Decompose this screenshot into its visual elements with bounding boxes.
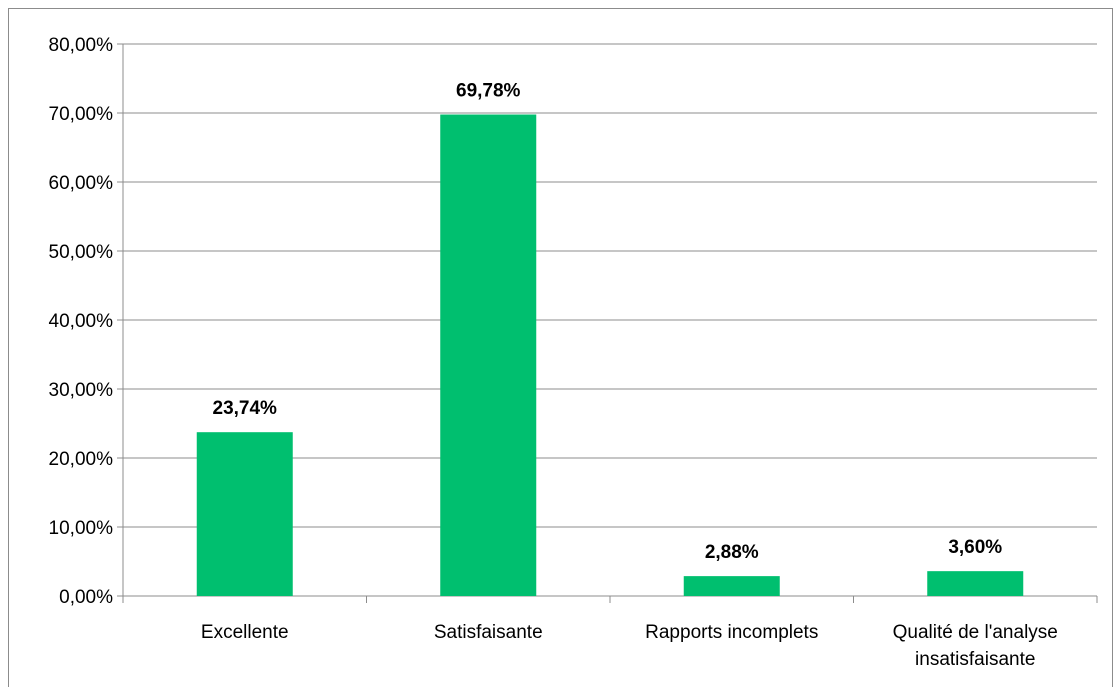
x-category-label: insatisfaisante <box>915 649 1035 670</box>
y-tick-label: 80,00% <box>49 35 114 56</box>
bar-1 <box>196 432 293 596</box>
y-tick-label: 10,00% <box>49 518 114 539</box>
x-category-label: Satisfaisante <box>434 622 543 643</box>
data-label: 69,78% <box>456 81 521 102</box>
y-tick-label: 20,00% <box>49 449 114 470</box>
y-tick-label: 70,00% <box>49 104 114 125</box>
data-label: 3,60% <box>948 537 1002 558</box>
y-tick-label: 30,00% <box>49 380 114 401</box>
data-label: 23,74% <box>213 398 278 419</box>
y-tick-label: 40,00% <box>49 311 114 332</box>
y-tick-label: 50,00% <box>49 242 114 263</box>
x-category-label: Qualité de l'analyse <box>893 622 1058 643</box>
bar-4 <box>927 571 1024 596</box>
x-category-label: Excellente <box>201 622 289 643</box>
y-tick-label: 60,00% <box>49 173 114 194</box>
bar-3 <box>683 576 780 596</box>
y-tick-label: 0,00% <box>59 587 113 608</box>
data-label: 2,88% <box>705 542 759 563</box>
bar-2 <box>440 114 537 596</box>
x-category-label: Rapports incomplets <box>645 622 818 643</box>
